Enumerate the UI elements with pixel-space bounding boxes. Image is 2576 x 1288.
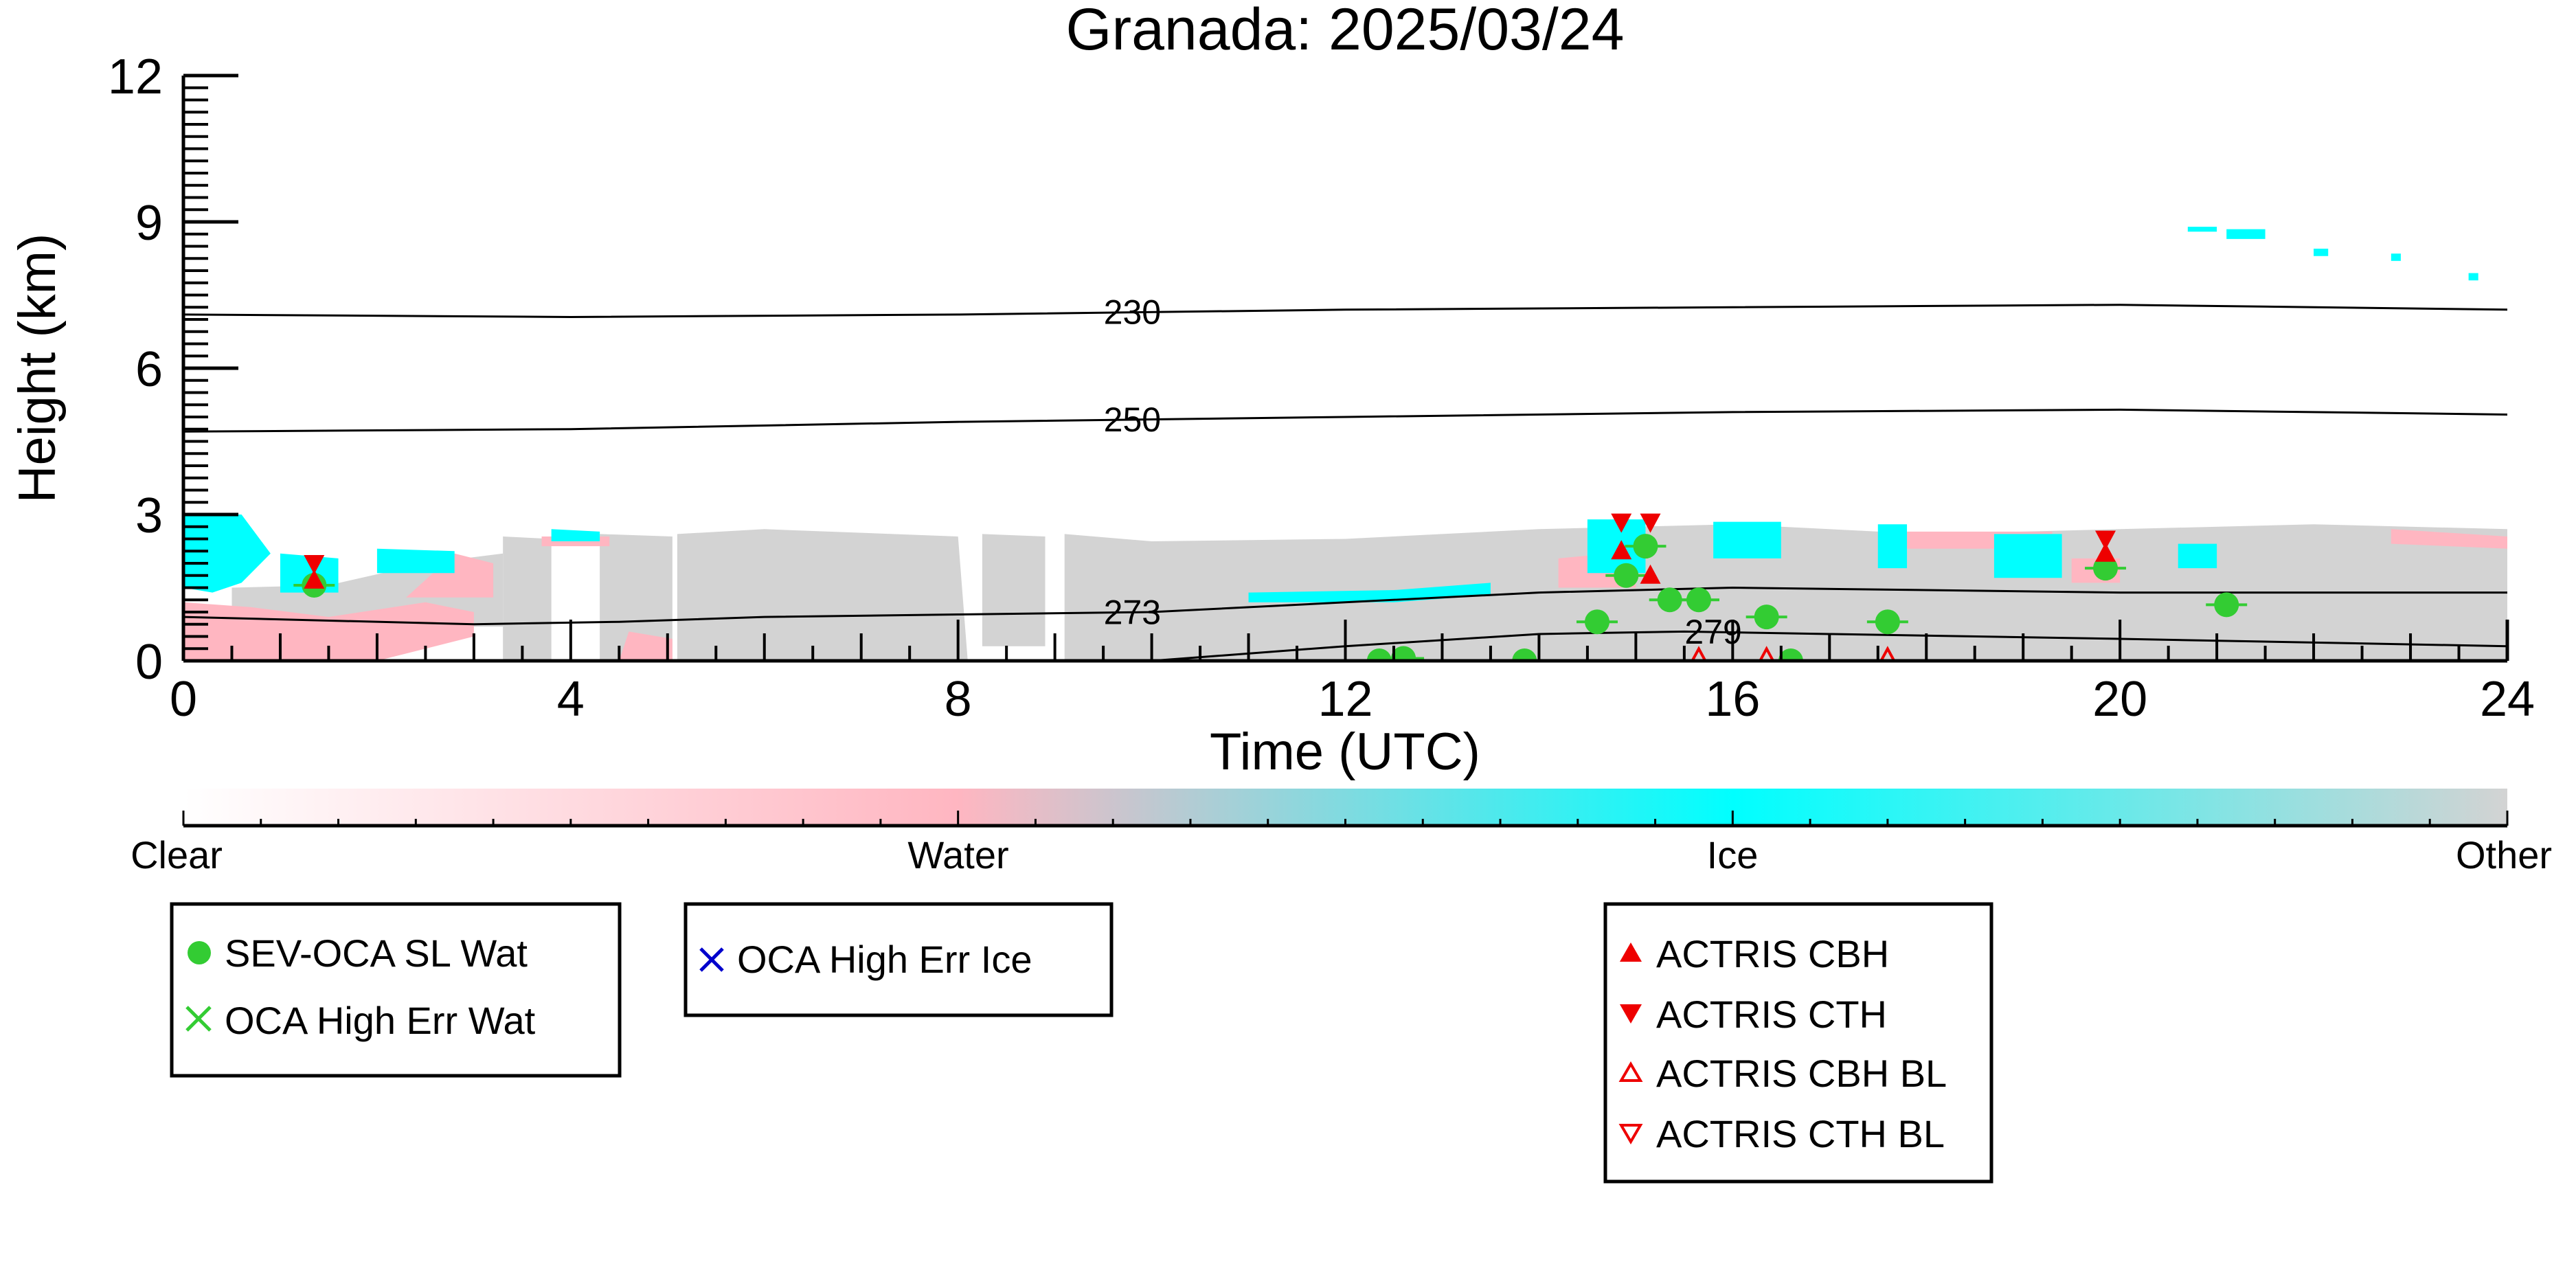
legend-marker-circle: [188, 941, 211, 964]
colorbar: Clear Water Ice Other: [131, 789, 2552, 877]
x-tick-label: 16: [1705, 672, 1760, 727]
legend-marker-triangle-up: [1620, 942, 1642, 962]
actris-cbh-bl-point: [1758, 646, 1775, 661]
actris-cth-point: [2095, 530, 2116, 550]
sev-oca-point: [1778, 648, 1803, 661]
ice-region: [2226, 229, 2266, 239]
x-tick-label: 8: [945, 672, 972, 727]
ice-region: [1587, 519, 1646, 574]
sev-oca-point: [1614, 563, 1639, 588]
other-region: [503, 536, 552, 661]
legend-label-actris-cth: ACTRIS CTH: [1656, 993, 1887, 1036]
sev-oca-point: [1686, 587, 1711, 613]
water-region: [183, 602, 474, 661]
water-region: [2391, 529, 2507, 549]
y-tick-label: 12: [108, 49, 163, 104]
x-tick-label: 24: [2480, 672, 2535, 727]
other-region: [1064, 524, 2507, 661]
y-tick-label: 6: [135, 342, 163, 397]
colorbar-label-water: Water: [907, 833, 1008, 877]
water-region: [619, 631, 673, 661]
actris-cbh-point: [2095, 542, 2116, 562]
x-tick-label: 4: [557, 672, 585, 727]
axes: 0 3 6 9 12 0 4 8 12 16 20 24: [108, 49, 2535, 727]
x-axis-label: Time (UTC): [1210, 723, 1480, 781]
legend-marker-triangle-down-open: [1618, 1124, 1643, 1144]
actris-cth-point: [1640, 513, 1661, 533]
sev-oca-point: [1657, 587, 1682, 613]
colorbar-gradient: [183, 789, 2507, 824]
actris-cth-point: [304, 555, 325, 574]
sev-oca-point: [1391, 646, 1416, 661]
x-tick-label: 20: [2092, 672, 2147, 727]
legend-frame: [1603, 902, 1993, 1184]
contour-line-250: [183, 408, 2507, 433]
legend-box-actris: ACTRIS CBH ACTRIS CTH ACTRIS CBH BL ACTR…: [1603, 902, 1993, 1184]
ice-region: [2468, 273, 2478, 281]
ice-region: [1713, 521, 1781, 558]
other-region: [982, 534, 1046, 646]
legend-frame: [683, 902, 1114, 1017]
colorbar-label-clear: Clear: [131, 833, 223, 877]
legend-label-oca-high-err-wat: OCA High Err Wat: [225, 999, 536, 1042]
contour-line-230: [183, 304, 2507, 318]
ice-region: [376, 548, 455, 574]
legend-label-actris-cbh: ACTRIS CBH: [1656, 932, 1889, 975]
actris-cbh-point: [1640, 564, 1661, 584]
ice-region: [2314, 249, 2329, 256]
ice-region: [1993, 534, 2062, 578]
x-tick-label: 0: [170, 672, 197, 727]
actris-cbh-bl-point: [1691, 646, 1707, 661]
y-tick-label: 3: [135, 488, 163, 543]
legend-marker-x: [699, 947, 724, 972]
chart-title: Granada: 2025/03/24: [1066, 0, 1625, 63]
actris-cbh-point: [304, 569, 325, 589]
legend-label-sev-oca-sl-wat: SEV-OCA SL Wat: [225, 931, 528, 975]
ice-region: [2187, 227, 2217, 232]
y-tick-label: 9: [135, 196, 163, 251]
sev-oca-point: [2093, 556, 2119, 581]
x-tick-label: 12: [1318, 672, 1372, 727]
legend-marker-x: [185, 1006, 212, 1032]
contour-label-250: 250: [1104, 400, 1161, 439]
sev-oca-point: [1875, 609, 1900, 635]
legend-box-sev-oca: SEV-OCA SL Wat OCA High Err Wat: [170, 902, 622, 1078]
legend-label-actris-cth-bl: ACTRIS CTH BL: [1656, 1112, 1945, 1155]
y-axis-label: Height (km): [8, 234, 67, 504]
actris-cbh-point: [1611, 540, 1632, 560]
legend-label-actris-cbh-bl: ACTRIS CBH BL: [1656, 1052, 1947, 1095]
ice-region: [183, 515, 271, 593]
other-region: [600, 534, 673, 661]
water-region: [406, 553, 494, 598]
colorbar-ticks: [182, 811, 2509, 826]
cloud-fields: [183, 227, 2507, 661]
y-tick-label: 0: [135, 635, 163, 690]
legend-marker-triangle-down: [1620, 1004, 1642, 1024]
sev-oca-point: [2214, 592, 2239, 618]
sev-oca-point: [1512, 648, 1537, 661]
contour-label-230: 230: [1104, 293, 1161, 332]
contour-label-273: 273: [1104, 593, 1161, 631]
ice-region: [551, 529, 600, 542]
ice-region: [2391, 253, 2401, 261]
ice-region: [2178, 543, 2217, 569]
actris-cth-point: [1611, 513, 1632, 533]
colorbar-label-ice: Ice: [1707, 833, 1759, 877]
actris-cbh-bl-point: [1879, 646, 1896, 661]
legend-box-oca-ice: OCA High Err Ice: [683, 902, 1114, 1017]
data-markers: [293, 513, 2248, 661]
legend-marker-triangle-up-open: [1618, 1061, 1643, 1082]
sev-oca-point: [1584, 609, 1609, 635]
sev-oca-point: [1754, 605, 1779, 630]
sev-oca-point: [1633, 534, 1658, 559]
ice-region: [1877, 524, 1908, 569]
legend-frame: [170, 902, 622, 1078]
legend-label-oca-high-err-ice: OCA High Err Ice: [737, 938, 1032, 981]
colorbar-label-other: Other: [2456, 833, 2552, 877]
contour-line-273: [183, 586, 2507, 626]
other-region: [677, 529, 968, 661]
